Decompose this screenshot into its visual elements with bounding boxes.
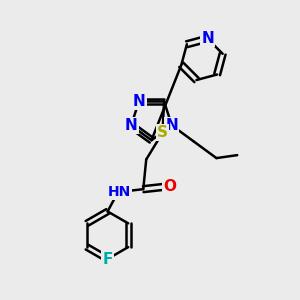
Text: S: S xyxy=(157,125,168,140)
Text: F: F xyxy=(102,251,113,266)
Text: N: N xyxy=(201,31,214,46)
Text: N: N xyxy=(133,94,145,109)
Text: HN: HN xyxy=(108,185,131,199)
Text: N: N xyxy=(125,118,137,133)
Text: O: O xyxy=(164,179,176,194)
Text: N: N xyxy=(166,118,178,133)
